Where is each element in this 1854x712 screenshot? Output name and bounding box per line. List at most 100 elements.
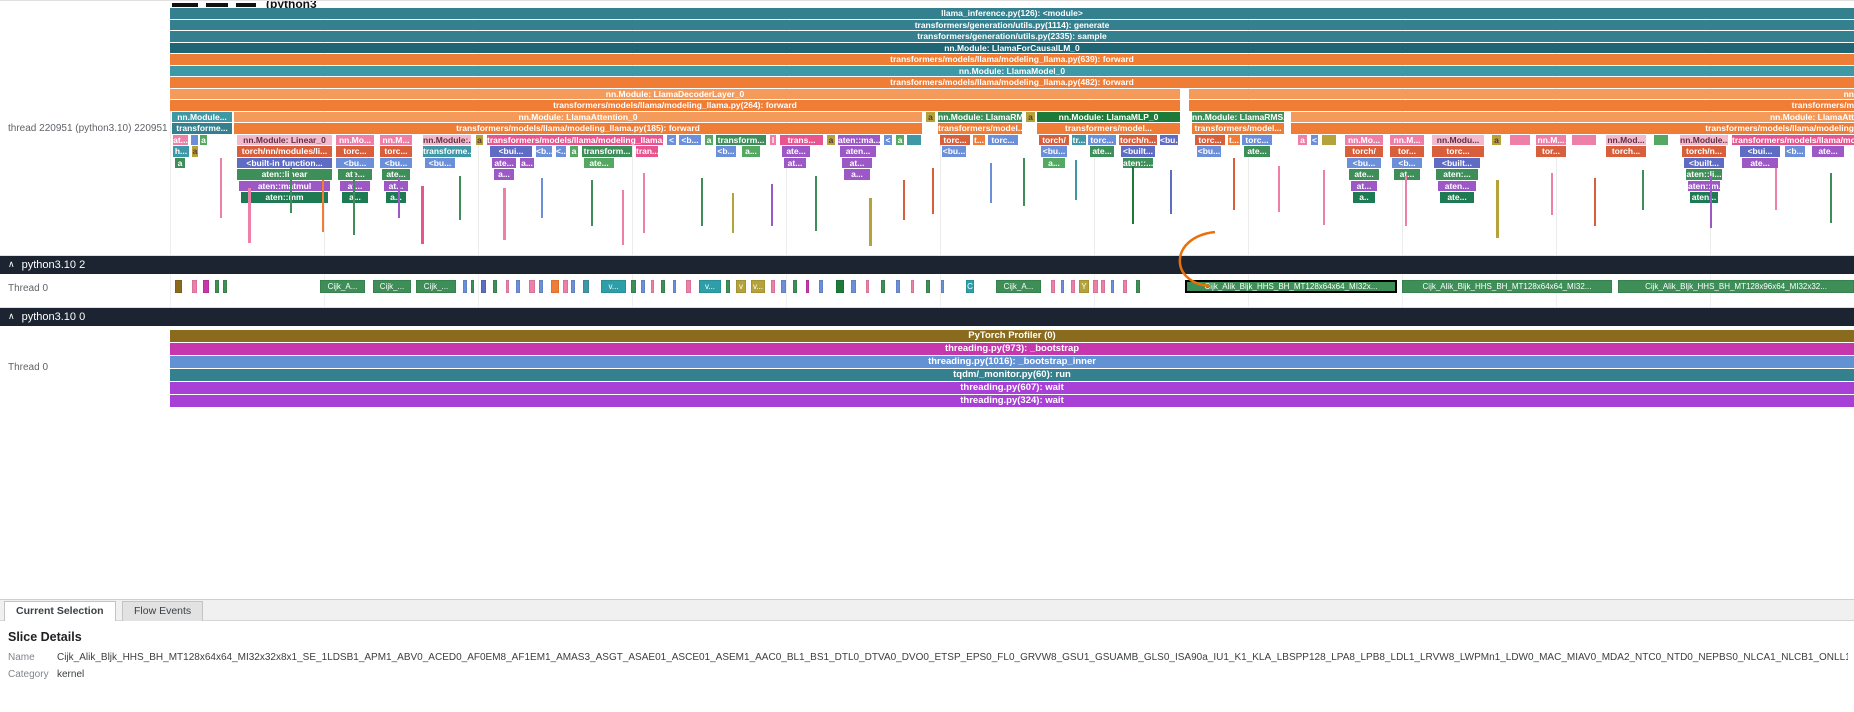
flame-slice[interactable]: aten::mm — [241, 192, 328, 203]
kernel-slice[interactable] — [881, 280, 885, 293]
flame-slice[interactable]: a... — [386, 192, 406, 203]
kernel-slice[interactable]: Cijk_Alik_Bljk_HHS_BH_MT128x64x64_MI32x.… — [1185, 280, 1397, 293]
flame-slice[interactable]: a — [200, 134, 207, 145]
flame-slice[interactable]: a... — [494, 169, 514, 180]
flame-slice[interactable]: <... — [556, 146, 566, 157]
flame-slice[interactable]: transformers/model... — [1037, 123, 1180, 134]
flame-slice[interactable]: at... — [1394, 169, 1420, 180]
flame-slice[interactable]: a — [1492, 134, 1501, 145]
flame-slice[interactable]: ate... — [1090, 146, 1114, 157]
flame-slice[interactable]: ate... — [1244, 146, 1270, 157]
kernel-slice[interactable] — [819, 280, 823, 293]
flame-slice[interactable]: <b... — [1785, 146, 1805, 157]
flame-slice[interactable]: ate... — [382, 169, 410, 180]
kernel-slice[interactable] — [571, 280, 575, 293]
kernel-slice[interactable] — [1051, 280, 1055, 293]
kernel-slice[interactable] — [539, 280, 543, 293]
flame-slice[interactable]: torc... — [336, 146, 374, 157]
flame-slice[interactable]: <bui... — [490, 146, 532, 157]
kernel-slice[interactable] — [493, 280, 497, 293]
flame-slice[interactable]: nn.Mo... — [1345, 134, 1383, 145]
flame-slice[interactable]: transformers/models/llama/modeling_llama… — [170, 77, 1854, 88]
flame-slice[interactable]: torc... — [988, 134, 1018, 145]
flame-slice[interactable]: tr... — [1072, 134, 1086, 145]
flame-slice[interactable]: a — [570, 146, 578, 157]
flame-slice[interactable]: t... — [973, 134, 985, 145]
flame-slice[interactable]: torc... — [1088, 134, 1116, 145]
tab-current-selection[interactable]: Current Selection — [4, 601, 116, 621]
flame-slice[interactable]: transformers/models/llama/modeling — [1291, 123, 1854, 134]
flame-slice[interactable]: <b... — [536, 146, 552, 157]
flame-slice[interactable] — [1510, 134, 1530, 145]
kernel-slice[interactable] — [661, 280, 665, 293]
kernel-slice[interactable] — [806, 280, 809, 293]
profiler-slice[interactable]: threading.py(607): wait — [170, 382, 1854, 394]
flame-slice[interactable]: tor... — [1536, 146, 1566, 157]
flame-slice[interactable]: at... — [384, 180, 408, 191]
flame-slice[interactable] — [191, 134, 198, 145]
flame-slice[interactable]: h... — [173, 146, 189, 157]
flame-slice[interactable] — [1572, 134, 1596, 145]
flame-slice[interactable]: nn.Module: LlamaDecoderLayer_0 — [170, 88, 1180, 99]
kernel-slice[interactable] — [686, 280, 691, 293]
flame-slice[interactable]: transform... — [716, 134, 766, 145]
flame-slice[interactable]: transformers/models/llama/modeling_llama… — [487, 134, 663, 145]
flame-slice[interactable]: a.. — [1353, 192, 1375, 203]
flame-slice[interactable]: ate... — [584, 157, 614, 168]
flame-slice[interactable]: nn.Mod... — [1606, 134, 1646, 145]
flame-slice[interactable]: nn.Module: LlamaMLP_0 — [1037, 111, 1180, 122]
flame-slice[interactable]: torch/ — [1039, 134, 1069, 145]
flame-slice[interactable]: a — [705, 134, 713, 145]
flame-slice[interactable]: torc... — [1432, 146, 1484, 157]
kernel-slice[interactable] — [836, 280, 844, 293]
flame-slice[interactable]: torch/n... — [1682, 146, 1726, 157]
flame-slice[interactable]: a — [1026, 111, 1035, 122]
flame-slice[interactable]: <bu... — [425, 157, 455, 168]
kernel-slice[interactable] — [651, 280, 654, 293]
flame-slice[interactable]: transforme... — [172, 123, 232, 134]
flame-slice[interactable]: nn.M... — [380, 134, 412, 145]
flame-slice[interactable]: < — [667, 134, 676, 145]
flame-slice[interactable]: <built-in function... — [237, 157, 332, 168]
kernel-slice[interactable] — [896, 280, 900, 293]
kernel-slice[interactable] — [1071, 280, 1075, 293]
flame-slice[interactable]: <built... — [1434, 157, 1480, 168]
kernel-slice[interactable] — [1101, 280, 1105, 293]
kernel-slice[interactable] — [1111, 280, 1114, 293]
kernel-slice[interactable] — [851, 280, 856, 293]
kernel-slice[interactable]: Y — [1079, 280, 1089, 293]
kernel-slice[interactable]: v... — [699, 280, 721, 293]
flame-slice[interactable]: at... — [173, 134, 188, 145]
flame-slice[interactable]: a... — [742, 146, 760, 157]
flame-slice[interactable]: ate... — [492, 157, 516, 168]
kernel-slice[interactable] — [215, 280, 219, 293]
kernel-slice[interactable] — [673, 280, 676, 293]
kernel-slice[interactable]: v... — [751, 280, 765, 293]
flame-slice[interactable]: <b... — [1392, 157, 1422, 168]
flame-slice[interactable]: transformers/model... — [938, 123, 1022, 134]
profiler-slice[interactable]: threading.py(324): wait — [170, 395, 1854, 407]
flame-slice[interactable]: a — [896, 134, 904, 145]
kernel-slice[interactable] — [516, 280, 520, 293]
kernel-slice[interactable]: C — [966, 280, 974, 293]
flame-slice[interactable]: <built... — [1121, 146, 1155, 157]
kernel-slice[interactable] — [223, 280, 227, 293]
flame-slice[interactable]: <bu... — [336, 157, 374, 168]
flame-slice[interactable]: nn.Module... — [172, 111, 232, 122]
kernel-slice[interactable] — [926, 280, 930, 293]
flame-slice[interactable]: at... — [842, 157, 872, 168]
kernel-slice[interactable] — [1123, 280, 1127, 293]
flame-slice[interactable]: transformers/generation/utils.py(1114): … — [170, 19, 1854, 30]
flame-slice[interactable]: a — [926, 111, 935, 122]
flame-slice[interactable]: a... — [520, 157, 534, 168]
kernel-slice[interactable] — [1093, 280, 1098, 293]
flame-slice[interactable]: at... — [340, 180, 370, 191]
kernel-slice[interactable] — [866, 280, 869, 293]
flame-slice[interactable]: transform... — [582, 146, 632, 157]
flame-slice[interactable]: transforme... — [423, 146, 471, 157]
flame-slice[interactable]: aten::matmul — [239, 180, 330, 191]
flame-slice[interactable]: transformers/generation/utils.py(2335): … — [170, 31, 1854, 42]
flame-slice[interactable] — [907, 134, 921, 145]
flame-slice[interactable]: I — [770, 134, 776, 145]
flame-slice[interactable]: <b... — [679, 134, 701, 145]
